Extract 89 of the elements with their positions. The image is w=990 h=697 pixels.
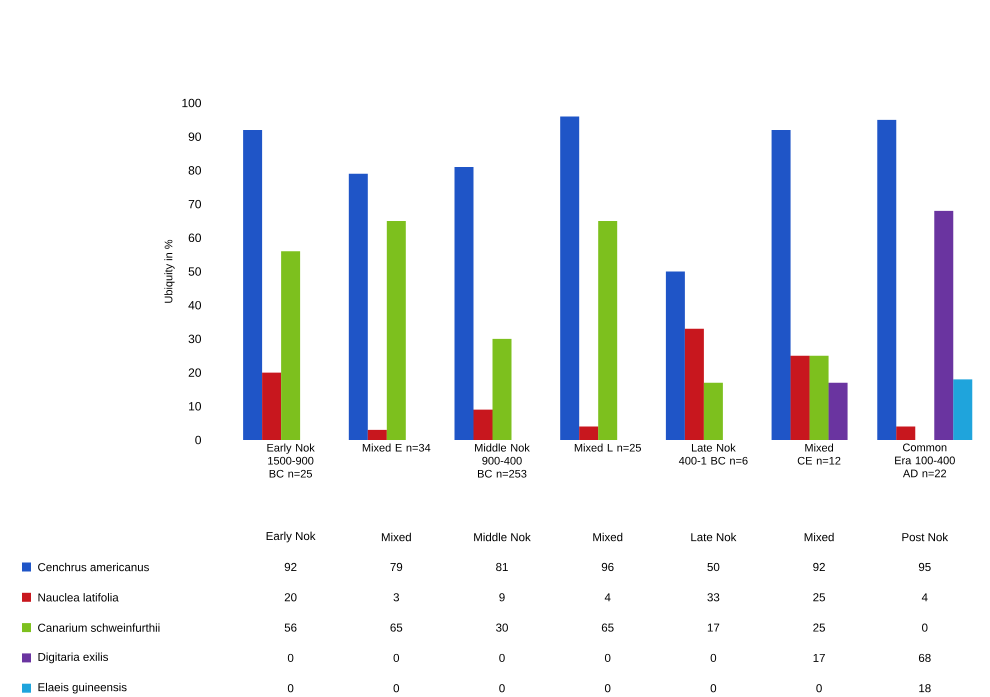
data-label: 0 (288, 684, 294, 692)
data-label: 18 (919, 684, 931, 692)
data-label: 68 (918, 654, 931, 662)
y-tick-label: 50 (188, 267, 202, 276)
bar (704, 382, 723, 440)
data-label: 0 (604, 684, 610, 692)
data-label: 92 (813, 562, 825, 572)
bar (386, 220, 406, 440)
data-label: 79 (390, 562, 402, 572)
y-tick-label: 10 (189, 402, 202, 411)
bar (953, 379, 972, 440)
x-tick-label: Early Nok 1500-900 BC n=25 (267, 444, 315, 478)
bar (560, 116, 580, 440)
data-label: 33 (707, 593, 720, 602)
y-tick-label: 60 (188, 234, 202, 242)
bar (666, 272, 685, 440)
bar (579, 426, 598, 440)
y-tick-label: 70 (188, 200, 202, 208)
bar (598, 220, 618, 440)
bar (368, 430, 387, 440)
bar (790, 356, 810, 440)
x-tick-label: Common Era 100-400 AD n=22 (895, 444, 955, 478)
data-label: 56 (284, 624, 296, 632)
data-label: 0 (499, 684, 505, 692)
data-label: 17 (708, 624, 720, 632)
data-label: 92 (284, 562, 296, 572)
bar (772, 130, 791, 440)
bar (877, 120, 896, 440)
data-label: 4 (604, 593, 611, 602)
data-label: 65 (602, 624, 614, 632)
data-label: 96 (602, 562, 614, 572)
data-label: 25 (813, 593, 825, 602)
x-tick-label: Late Nok 400-1 BC n=6 (678, 444, 748, 465)
y-tick-label: 100 (182, 98, 202, 108)
text: Mixed (593, 532, 622, 542)
bar (810, 356, 829, 440)
x-tick-label: Middle Nok 900-400 BC n=253 (475, 444, 530, 478)
data-label: 17 (814, 654, 825, 662)
text: Mixed (804, 532, 834, 542)
bar (454, 167, 474, 440)
y-tick-label: 90 (188, 132, 202, 141)
legend-label: Elaeis guineensis (38, 682, 127, 694)
data-label: 0 (710, 654, 716, 662)
y-tick-label: 30 (188, 334, 202, 344)
data-label: 0 (604, 654, 610, 662)
data-label: 0 (710, 684, 716, 692)
data-label: 95 (918, 562, 931, 572)
data-label: 50 (707, 562, 720, 572)
bar (348, 174, 368, 440)
y-tick-label: 80 (188, 166, 202, 175)
bar (243, 130, 262, 440)
data-label: 3 (394, 593, 399, 602)
data-label: 65 (390, 624, 402, 632)
data-label: 30 (496, 624, 508, 632)
text: Post Nok (902, 532, 948, 542)
bar (262, 372, 282, 440)
data-label: 0 (288, 654, 294, 662)
y-tick-label: 20 (188, 368, 202, 377)
data-label: 9 (499, 593, 505, 602)
y-tick-label: 40 (188, 300, 202, 310)
legend-label: Cenchrus americanus (38, 562, 149, 572)
x-tick-label: Mixed L n=25 (574, 444, 641, 452)
data-label: 25 (813, 624, 825, 632)
data-label: 0 (816, 684, 822, 692)
bar (492, 338, 512, 440)
bar (828, 382, 848, 440)
data-label: 20 (284, 593, 297, 602)
bar (896, 426, 916, 440)
data-label: 0 (499, 654, 505, 662)
x-tick-label: Mixed CE n=12 (798, 444, 840, 465)
data-label: 4 (922, 593, 928, 602)
bar (934, 210, 954, 440)
data-label: 0 (394, 654, 400, 662)
bar (281, 251, 300, 440)
text: Late Nok (691, 532, 736, 542)
data-label: 0 (394, 684, 400, 692)
y-tick-label: 0 (195, 436, 202, 444)
text: Mixed (382, 532, 411, 542)
legend-label: Nauclea latifolia (38, 593, 119, 602)
y-axis-title: Ubiquity in % (164, 240, 175, 303)
text: Middle Nok (474, 532, 531, 542)
bar (474, 410, 492, 440)
x-tick-label: Mixed E n=34 (362, 444, 430, 452)
data-label: 0 (922, 624, 928, 632)
bar (684, 328, 704, 440)
data-label: 81 (496, 562, 508, 572)
legend-label: Digitaria exilis (38, 652, 108, 664)
legend-label: Canarium schweinfurthii (38, 623, 160, 632)
text: Early Nok (266, 532, 316, 542)
